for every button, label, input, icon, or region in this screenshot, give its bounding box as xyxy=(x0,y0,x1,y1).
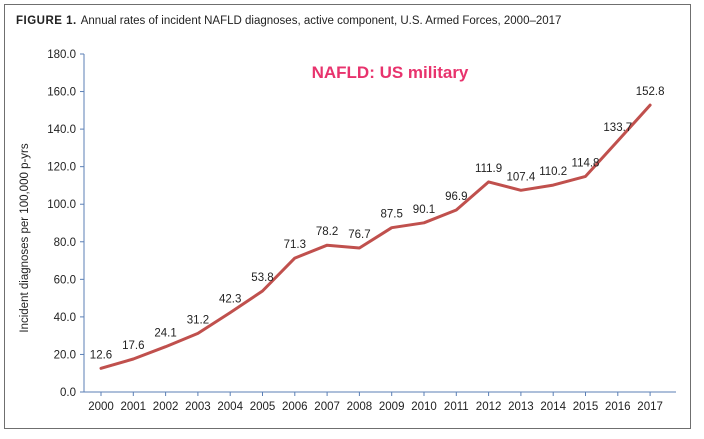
y-tick-label: 80.0 xyxy=(54,237,76,249)
x-tick-label: 2000 xyxy=(88,401,114,413)
x-tick-label: 2012 xyxy=(476,401,502,413)
x-tick-label: 2006 xyxy=(282,401,308,413)
tick-labels: 0.0 20.0 40.0 60.0 80.0 100.0 120.0 140.0 160.0 1… xyxy=(47,49,663,413)
figure-frame: FIGURE 1. Annual rates of incident NAFLD … xyxy=(4,4,691,429)
y-tick-label: 40.0 xyxy=(54,312,76,324)
x-tick-label: 2001 xyxy=(121,401,147,413)
data-label: 96.9 xyxy=(445,191,467,203)
data-label: 152.8 xyxy=(636,86,665,98)
data-label: 12.6 xyxy=(90,349,112,361)
y-tick-label: 120.0 xyxy=(47,162,76,174)
y-tick-label: 0.0 xyxy=(60,387,76,399)
data-label: 133.7 xyxy=(603,122,632,134)
data-label: 76.7 xyxy=(348,229,370,241)
x-tick-label: 2015 xyxy=(573,401,599,413)
y-tick-label: 100.0 xyxy=(47,199,76,211)
y-tick-label: 20.0 xyxy=(54,349,76,361)
x-tick-label: 2010 xyxy=(411,401,437,413)
x-tick-label: 2004 xyxy=(217,401,243,413)
figure-caption-text: Annual rates of incident NAFLD diagnoses… xyxy=(80,15,562,27)
y-tick-label: 160.0 xyxy=(47,87,76,99)
data-label: 53.8 xyxy=(251,272,273,284)
x-tick-label: 2005 xyxy=(250,401,276,413)
data-label: 111.9 xyxy=(475,163,502,175)
x-tick-label: 2008 xyxy=(347,401,373,413)
x-tick-label: 2003 xyxy=(185,401,211,413)
data-label: 110.2 xyxy=(539,166,567,178)
series-line-nafld-rate xyxy=(99,103,652,370)
y-tick-label: 60.0 xyxy=(54,274,76,286)
data-label: 107.4 xyxy=(507,171,536,183)
x-tick-label: 2007 xyxy=(314,401,340,413)
overlay-title: NAFLD: US military xyxy=(312,63,469,82)
x-tick-label: 2009 xyxy=(379,401,405,413)
data-label: 90.1 xyxy=(413,204,435,216)
data-label: 87.5 xyxy=(381,209,403,221)
x-tick-label: 2011 xyxy=(444,401,469,413)
y-axis-title: Incident diagnoses per 100,000 p-yrs xyxy=(19,143,31,332)
data-label: 71.3 xyxy=(284,239,306,251)
x-tick-label: 2013 xyxy=(508,401,534,413)
series-line-group xyxy=(99,103,652,370)
y-tick-label: 140.0 xyxy=(47,124,76,136)
data-label: 24.1 xyxy=(154,328,176,340)
data-labels: 12.6 17.6 24.1 31.2 42.3 53.8 71.3 78.2 76.7 87.5… xyxy=(90,86,665,361)
axes xyxy=(80,53,676,396)
x-tick-label: 2017 xyxy=(637,401,663,413)
data-label: 17.6 xyxy=(122,340,144,352)
y-tick-label: 180.0 xyxy=(47,49,76,61)
x-tick-label: 2016 xyxy=(605,401,631,413)
x-tick-label: 2002 xyxy=(153,401,179,413)
data-label: 42.3 xyxy=(219,294,241,306)
data-label: 78.2 xyxy=(316,226,338,238)
data-label: 114.8 xyxy=(572,157,600,169)
x-tick-label: 2014 xyxy=(540,401,566,413)
data-label: 31.2 xyxy=(187,314,209,326)
figure-label: FIGURE 1. xyxy=(16,15,77,27)
figure-caption: FIGURE 1. Annual rates of incident NAFLD … xyxy=(16,15,561,27)
